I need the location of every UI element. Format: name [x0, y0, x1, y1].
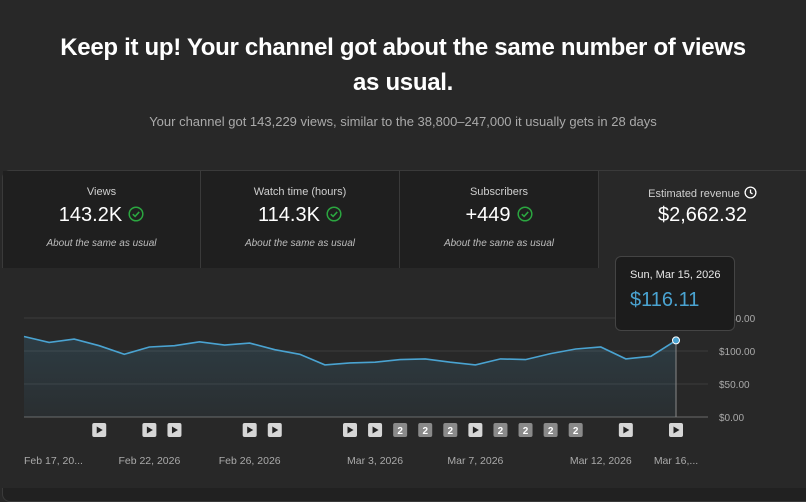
y-tick-label: $150.00: [719, 314, 756, 325]
page-subline: Your channel got 143,229 views, similar …: [149, 114, 657, 129]
svg-text:2: 2: [422, 426, 428, 437]
chart-tooltip: Sun, Mar 15, 2026 $116.11: [615, 256, 735, 331]
x-tick-label: Feb 17, 20...: [24, 455, 83, 467]
x-tick-label: Feb 26, 2026: [219, 455, 281, 467]
metric-tab-watch-time[interactable]: Watch time (hours) 114.3K About the same…: [201, 171, 400, 268]
metric-label: Estimated revenue: [648, 188, 740, 200]
x-tick-label: Mar 3, 2026: [347, 455, 403, 467]
headline-line-2: as usual.: [352, 69, 453, 96]
revenue-area: [24, 336, 676, 417]
video-count-marker[interactable]: 2: [418, 423, 433, 437]
x-tick-label: Mar 7, 2026: [447, 455, 503, 467]
metric-label: Views: [86, 186, 117, 198]
metric-value: $2,662.32: [658, 204, 747, 226]
metric-note: About the same as usual: [244, 238, 356, 249]
headline-line-1: Keep it up! Your channel got about the s…: [60, 34, 746, 61]
metric-label: Watch time (hours): [253, 186, 347, 198]
metric-tab-subscribers[interactable]: Subscribers +449 About the same as usual: [400, 171, 599, 268]
svg-text:2: 2: [548, 426, 554, 437]
video-count-marker[interactable]: 2: [393, 423, 408, 437]
y-tick-label: $0.00: [719, 413, 744, 424]
revenue-line: [23, 335, 677, 366]
video-count-marker[interactable]: 2: [568, 423, 583, 437]
play-icon[interactable]: [618, 423, 633, 437]
metric-label: Subscribers: [469, 186, 529, 198]
metric-note: About the same as usual: [443, 238, 555, 249]
play-icon[interactable]: [468, 423, 483, 437]
metric-value: 143.2K: [58, 204, 123, 226]
x-tick-label: Mar 16,...: [654, 455, 698, 467]
play-icon[interactable]: [368, 423, 383, 437]
highlight-point[interactable]: [672, 336, 680, 345]
play-icon[interactable]: [92, 423, 107, 437]
y-tick-label: $50.00: [719, 380, 750, 391]
tooltip-date: Sun, Mar 15, 2026: [630, 269, 721, 281]
y-tick-label: $100.00: [719, 347, 756, 358]
x-tick-label: Mar 12, 2026: [570, 455, 632, 467]
check-circle-icon: [516, 205, 533, 228]
revenue-chart[interactable]: $0.00 $50.00 $100.00 $150.00 2 2 2 2 2 2 2 Feb 17…: [0, 0, 806, 484]
play-icon[interactable]: [242, 423, 257, 437]
clock-icon[interactable]: [744, 186, 757, 202]
play-icon[interactable]: [669, 423, 683, 437]
tooltip-value: $116.11: [630, 289, 700, 311]
metric-tab-revenue[interactable]: Estimated revenue $2,662.32: [599, 171, 806, 268]
video-count-marker[interactable]: 2: [443, 423, 458, 437]
svg-text:2: 2: [397, 426, 403, 437]
check-circle-icon: [326, 205, 342, 228]
svg-text:2: 2: [523, 426, 529, 437]
svg-text:2: 2: [498, 426, 504, 437]
x-tick-label: Feb 22, 2026: [118, 455, 180, 467]
video-count-marker[interactable]: 2: [543, 423, 558, 437]
check-circle-icon: [128, 205, 144, 228]
video-count-marker[interactable]: 2: [518, 423, 533, 437]
metric-tab-views[interactable]: Views 143.2K About the same as usual: [3, 171, 201, 268]
play-icon[interactable]: [267, 423, 282, 437]
page-headline: Keep it up! Your channel got about the s…: [0, 30, 806, 100]
svg-text:2: 2: [448, 426, 454, 437]
metric-value: +449: [465, 204, 511, 226]
play-icon[interactable]: [343, 423, 357, 437]
video-count-marker[interactable]: 2: [493, 423, 508, 437]
play-icon[interactable]: [167, 423, 182, 437]
metric-value: 114.3K: [258, 204, 320, 226]
svg-text:2: 2: [573, 426, 579, 437]
play-icon[interactable]: [142, 423, 157, 437]
metric-note: About the same as usual: [46, 238, 157, 249]
